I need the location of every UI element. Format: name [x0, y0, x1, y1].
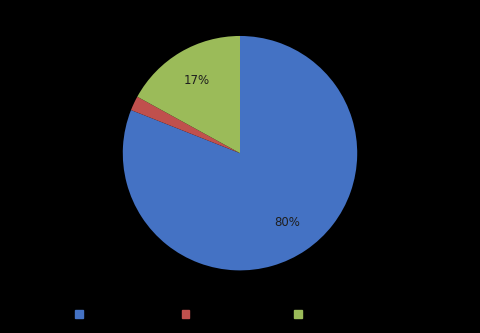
Legend: Wages & Salaries, Employee Benefits, Operating Expenses: Wages & Salaries, Employee Benefits, Ope…: [73, 307, 407, 321]
Text: 17%: 17%: [184, 74, 210, 87]
Wedge shape: [131, 97, 240, 153]
Text: 80%: 80%: [275, 216, 300, 229]
Wedge shape: [123, 36, 357, 270]
Wedge shape: [137, 36, 240, 153]
